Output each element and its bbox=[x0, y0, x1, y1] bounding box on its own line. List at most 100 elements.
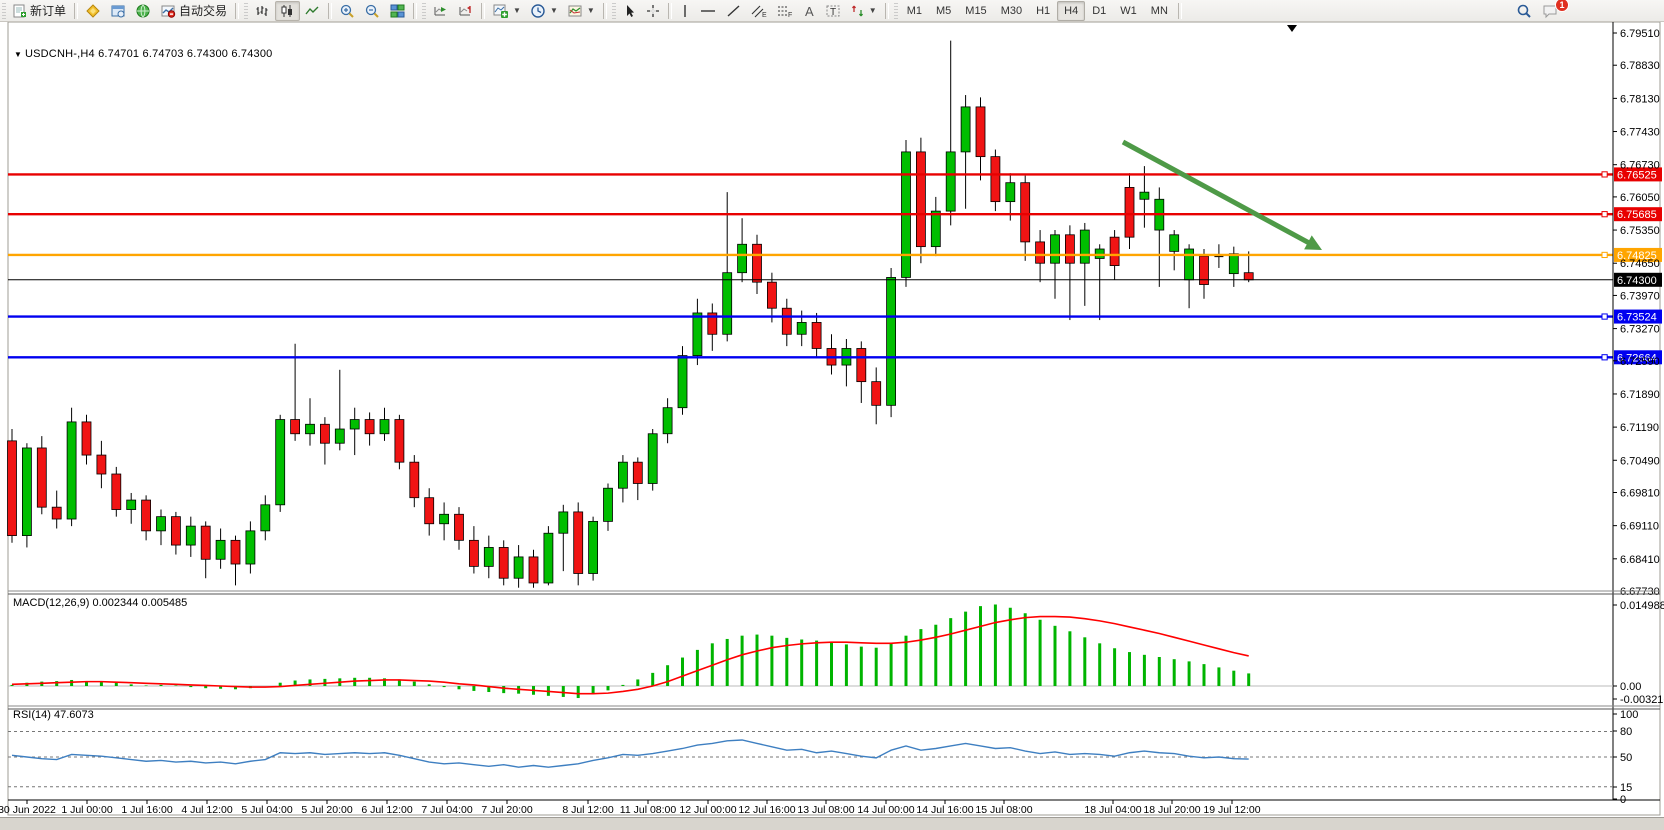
price-axis-tick-label: 6.70490 bbox=[1620, 455, 1660, 467]
label-tool-button[interactable]: T bbox=[821, 1, 846, 21]
price-axis-tick-label: 6.71190 bbox=[1620, 422, 1659, 434]
line-handle[interactable] bbox=[1601, 211, 1608, 218]
price-axis-tick-label: 6.73970 bbox=[1620, 290, 1660, 302]
vertical-line-tool-button[interactable] bbox=[675, 1, 695, 21]
timeframe-button-M5[interactable]: M5 bbox=[936, 4, 952, 17]
timeframe-button-D1[interactable]: D1 bbox=[1092, 4, 1107, 17]
time-axis-label: 7 Jul 04:00 bbox=[421, 804, 473, 816]
toolbar-separator bbox=[667, 2, 672, 19]
time-scale[interactable] bbox=[8, 801, 1660, 815]
line-chart-icon bbox=[305, 6, 319, 14]
line-handle[interactable] bbox=[1601, 313, 1608, 320]
candlestick-series bbox=[7, 40, 1254, 588]
autotrade-button[interactable]: 自动交易 bbox=[156, 1, 232, 21]
timeframe-button-M15[interactable]: M15 bbox=[965, 4, 987, 17]
trendline-tool-button[interactable] bbox=[721, 1, 746, 21]
time-axis-label: 1 Jul 00:00 bbox=[61, 804, 113, 816]
chart-dropdown-icon[interactable]: ▼ bbox=[14, 50, 22, 59]
line-chart-button[interactable] bbox=[300, 1, 325, 21]
channel-tool-button[interactable]: E bbox=[746, 1, 772, 21]
zoom-in-button[interactable] bbox=[335, 1, 360, 21]
toolbar-grip bbox=[2, 2, 6, 19]
time-axis-label: 11 Jul 08:00 bbox=[620, 804, 677, 816]
status-strip bbox=[0, 817, 1664, 830]
chart-canvas[interactable]: 6.76525 6.75685 6.74825 6.74300 6.73524 6.726… bbox=[0, 22, 1664, 817]
line-handle[interactable] bbox=[1601, 354, 1608, 361]
tile-windows-button[interactable] bbox=[385, 1, 410, 21]
bear-candle bbox=[36, 447, 47, 508]
bear-candle bbox=[1243, 272, 1254, 281]
add-indicator-button[interactable]: ▼ bbox=[488, 1, 526, 21]
cursor-tool-button[interactable] bbox=[618, 1, 641, 21]
chart-title: USDCNH-,H4 6.74701 6.74703 6.74300 6.743… bbox=[24, 48, 273, 60]
search-button[interactable] bbox=[1511, 1, 1537, 21]
bull-candle bbox=[1050, 234, 1060, 264]
dropdown-caret-icon: ▼ bbox=[513, 6, 521, 15]
price-panel-background[interactable] bbox=[9, 23, 1612, 590]
timeframe-button-H4[interactable]: H4 bbox=[1057, 0, 1086, 21]
fibonacci-tool-button[interactable]: F bbox=[772, 1, 798, 21]
timeframe-button-H1[interactable]: H1 bbox=[1036, 4, 1051, 17]
line-handle[interactable] bbox=[1601, 251, 1608, 259]
trend-arrow-line[interactable] bbox=[1121, 139, 1315, 248]
bear-candle bbox=[632, 461, 643, 484]
add-indicator-icon bbox=[493, 4, 509, 18]
shift-chart-button[interactable] bbox=[453, 1, 478, 21]
profile-button[interactable] bbox=[106, 1, 131, 21]
bear-candle bbox=[364, 419, 375, 435]
bull-candle bbox=[245, 530, 256, 565]
timeframe-button-M30[interactable]: M30 bbox=[1000, 4, 1023, 17]
time-axis-label: 12 Jul 00:00 bbox=[679, 804, 736, 816]
news-button[interactable] bbox=[131, 1, 156, 21]
zoom-out-button[interactable] bbox=[360, 1, 385, 21]
horizontal-line-tool-button[interactable] bbox=[695, 1, 721, 21]
periods-button[interactable]: ▼ bbox=[526, 1, 563, 21]
templates-button[interactable]: ▼ bbox=[563, 1, 600, 21]
bull-candle bbox=[647, 433, 658, 484]
bull-candle bbox=[185, 525, 196, 546]
auto-scroll-button[interactable] bbox=[428, 1, 453, 21]
price-axis-tick-label: 6.78830 bbox=[1620, 60, 1660, 72]
svg-text:A: A bbox=[805, 4, 814, 18]
svg-text:E: E bbox=[762, 12, 767, 18]
bull-candle bbox=[1079, 229, 1090, 264]
price-axis-tick-label: 6.76730 bbox=[1620, 160, 1660, 172]
candle-chart-button[interactable] bbox=[275, 0, 301, 21]
time-axis-label: 30 Jun 2022 bbox=[0, 804, 56, 816]
timeframe-button-W1[interactable]: W1 bbox=[1120, 4, 1137, 17]
bar-chart-button[interactable] bbox=[250, 1, 275, 21]
timeframe-button-M1[interactable]: M1 bbox=[906, 4, 922, 17]
new-order-button[interactable]: 新订单 bbox=[8, 1, 71, 21]
bull-candle bbox=[1005, 182, 1016, 203]
time-axis-label: 19 Jul 12:00 bbox=[1203, 804, 1260, 816]
bull-candle bbox=[156, 516, 166, 532]
dropdown-caret-icon: ▼ bbox=[868, 6, 877, 15]
bear-candle bbox=[424, 497, 435, 525]
text-tool-button[interactable]: A bbox=[798, 1, 821, 21]
rsi-axis-label: 50 bbox=[1620, 752, 1632, 764]
bear-candle bbox=[170, 516, 181, 546]
templates-icon bbox=[568, 5, 582, 16]
crosshair-tool-button[interactable] bbox=[641, 1, 665, 21]
notifications-button[interactable]: 1 bbox=[1537, 0, 1569, 21]
new-order-label: 新订单 bbox=[30, 4, 67, 18]
price-axis-tick-label: 6.68410 bbox=[1620, 554, 1660, 566]
bear-candle bbox=[1035, 241, 1045, 264]
arrows-tool-button[interactable]: ▼ bbox=[846, 1, 882, 21]
bull-candle bbox=[483, 547, 494, 567]
bull-candle bbox=[215, 539, 226, 560]
bear-candle bbox=[7, 440, 17, 536]
chart-title-row[interactable]: ▼ USDCNH-,H4 6.74701 6.74703 6.74300 6.7… bbox=[14, 48, 273, 60]
bear-candle bbox=[781, 307, 792, 335]
community-button[interactable] bbox=[81, 1, 106, 21]
line-handle[interactable] bbox=[1601, 171, 1608, 178]
price-axis-tick-label: 6.69810 bbox=[1620, 487, 1660, 499]
shift-marker-icon[interactable] bbox=[1287, 25, 1297, 32]
bull-candle bbox=[1228, 253, 1239, 275]
timeframe-button-MN[interactable]: MN bbox=[1150, 4, 1168, 17]
time-axis-label: 12 Jul 16:00 bbox=[738, 804, 795, 816]
bull-candle bbox=[379, 419, 390, 435]
toolbar-separator bbox=[481, 2, 486, 19]
search-icon bbox=[1517, 4, 1531, 18]
time-axis-label: 14 Jul 00:00 bbox=[857, 804, 914, 816]
